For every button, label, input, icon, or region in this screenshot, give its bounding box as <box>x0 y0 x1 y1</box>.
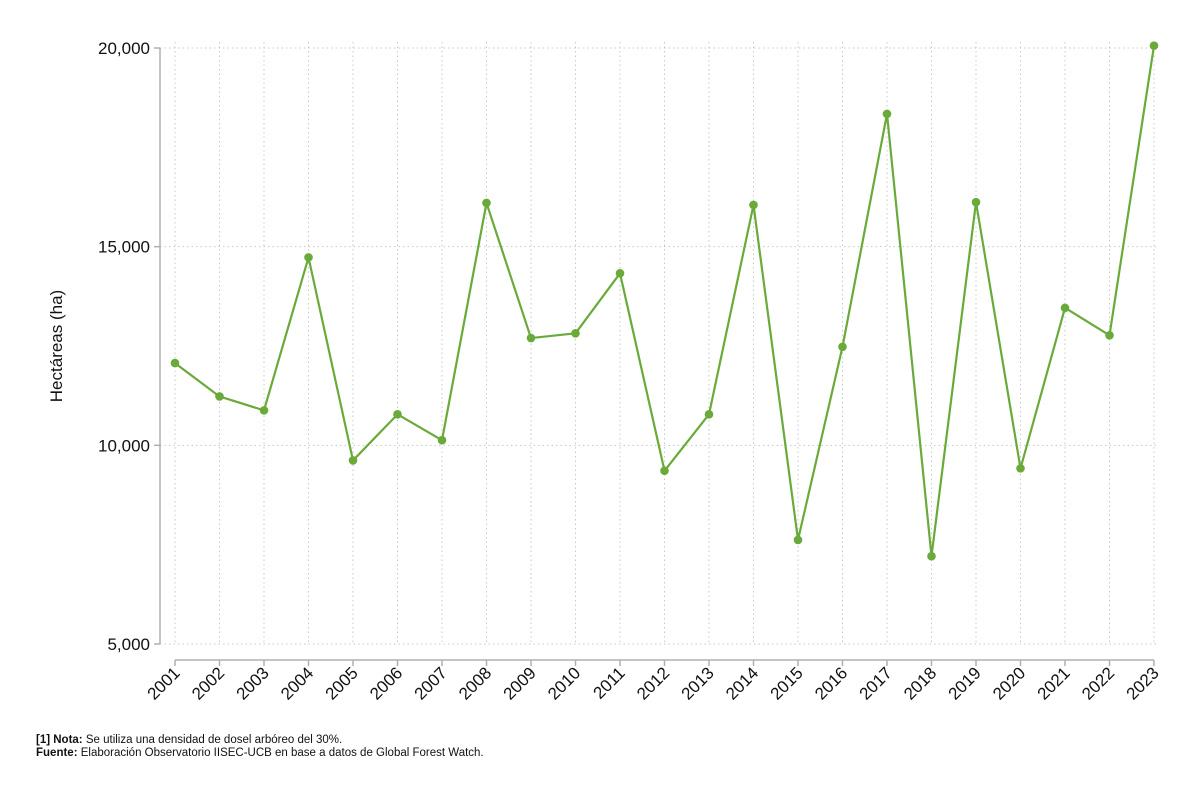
x-tick-label: 2017 <box>856 663 896 703</box>
x-tick-label: 2016 <box>811 663 851 703</box>
y-tick-label: 20,000 <box>98 39 150 58</box>
data-point <box>838 342 847 352</box>
source-line: Fuente: Elaboración Observatorio IISEC-U… <box>36 747 484 760</box>
source-label: Fuente: <box>36 747 78 759</box>
data-point <box>215 392 224 401</box>
note-text: Se utiliza una densidad de dosel arbóreo… <box>82 734 343 746</box>
y-tick-label: 10,000 <box>98 436 150 455</box>
axes <box>154 47 1155 666</box>
x-tick-label: 2008 <box>455 663 495 703</box>
x-tick-label: 2014 <box>722 663 762 703</box>
data-point <box>971 197 981 207</box>
source-text: Elaboración Observatorio IISEC-UCB en ba… <box>77 747 484 759</box>
x-tick-label: 2009 <box>500 663 540 703</box>
series-line-group <box>170 41 1159 561</box>
x-tick-label: 2013 <box>678 663 718 703</box>
x-tick-label: 2011 <box>590 663 629 702</box>
data-point <box>348 456 358 465</box>
note-label: [1] Nota: <box>36 734 83 746</box>
data-point <box>615 268 625 278</box>
data-point <box>882 109 892 119</box>
data-point <box>1016 464 1025 473</box>
data-point <box>482 198 491 208</box>
note-line: [1] Nota: Se utiliza una densidad de dos… <box>36 734 484 747</box>
grid-lines <box>160 42 1158 645</box>
x-tick-label: 2010 <box>544 663 584 703</box>
x-tick-label: 2006 <box>366 663 406 703</box>
x-tick-label: 2015 <box>767 663 807 703</box>
data-point <box>393 410 402 419</box>
footnotes: [1] Nota: Se utiliza una densidad de dos… <box>36 734 484 760</box>
x-tick-label: 2023 <box>1123 663 1163 703</box>
data-point <box>170 358 180 368</box>
x-tick-label: 2001 <box>144 663 184 703</box>
x-tick-label: 2019 <box>945 663 985 703</box>
x-tick-label: 2022 <box>1078 663 1118 703</box>
data-point <box>927 551 936 561</box>
data-point <box>1149 41 1159 50</box>
y-axis-title: Hectáreas (ha) <box>47 290 66 402</box>
data-point <box>526 333 536 343</box>
x-tick-label: 2012 <box>633 663 673 703</box>
data-point <box>660 466 669 476</box>
data-point <box>1060 303 1070 313</box>
data-point <box>304 253 313 262</box>
y-tick-label: 15,000 <box>98 238 150 257</box>
data-point <box>1105 330 1114 340</box>
x-tick-label: 2021 <box>1034 663 1074 703</box>
x-tick-label: 2004 <box>277 663 317 703</box>
chart-area: 5,000 10,000 15,000 20,000 2001 2002 2003 2004 2… <box>47 39 1163 704</box>
data-point <box>571 328 580 338</box>
x-tick-label: 2020 <box>989 663 1029 703</box>
x-tick-label: 2005 <box>322 663 362 703</box>
data-point <box>259 406 269 415</box>
x-tick-label: 2007 <box>411 663 451 703</box>
y-tick-label: 5,000 <box>107 635 150 654</box>
data-point <box>704 410 714 419</box>
data-point <box>749 200 758 210</box>
data-point <box>437 435 447 445</box>
x-tick-label: 2002 <box>188 663 228 703</box>
x-tick-label: 2003 <box>233 663 273 703</box>
x-tick-label: 2018 <box>900 663 940 703</box>
data-point <box>793 535 803 545</box>
